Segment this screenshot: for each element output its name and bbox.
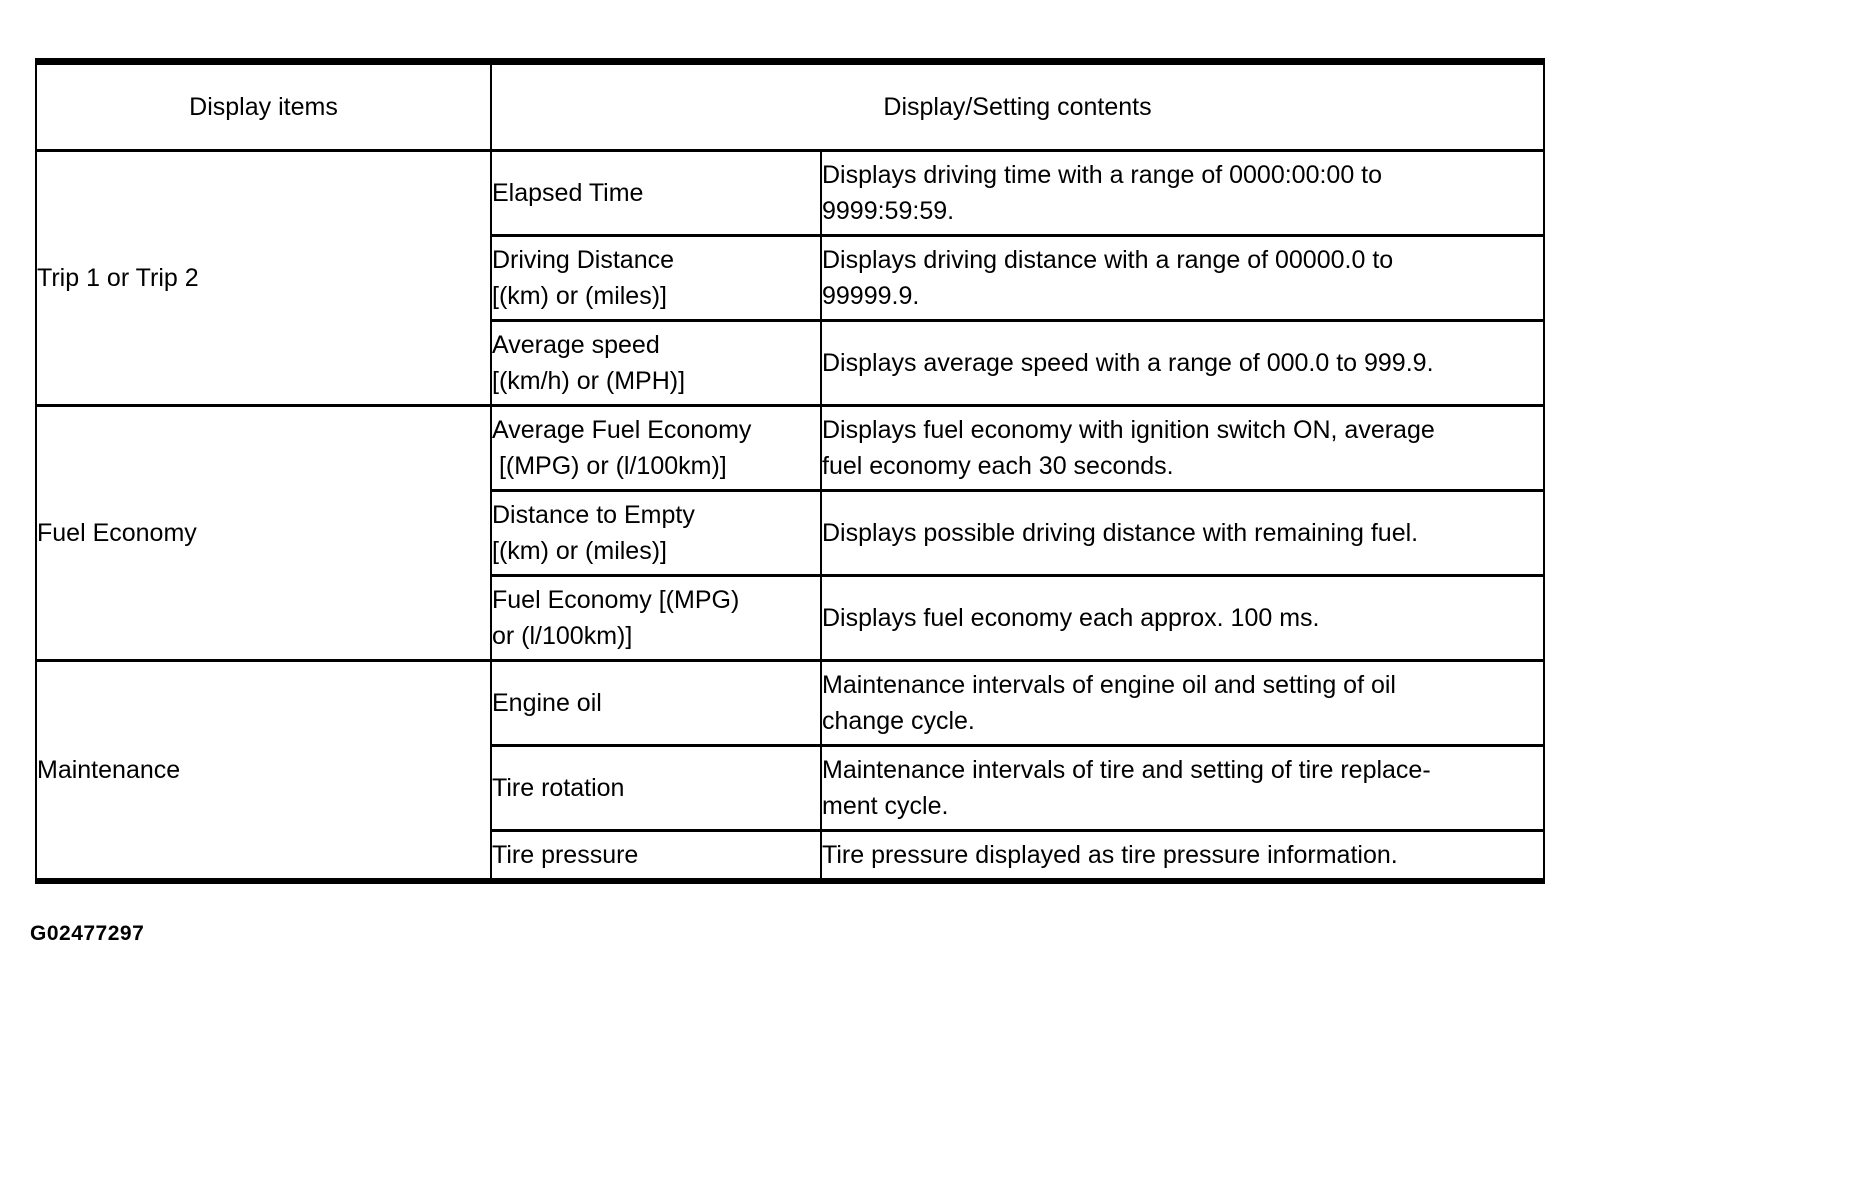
desc-tire-rotation: Maintenance intervals of tire and settin… <box>820 744 1545 832</box>
table-row: Maintenance Engine oil Maintenance inter… <box>35 659 1545 882</box>
figure-id: G02477297 <box>30 922 145 945</box>
group-label-fuel-economy: Fuel Economy <box>35 404 492 662</box>
table-row: Tire pressure Tire pressure displayed as… <box>36 829 1545 882</box>
table-row: Trip 1 or Trip 2 Elapsed Time Displays d… <box>35 149 1545 407</box>
desc-elapsed-time: Displays driving time with a range of 00… <box>820 149 1545 237</box>
item-driving-distance: Driving Distance [(km) or (miles)] <box>490 234 822 322</box>
item-tire-pressure: Tire pressure <box>490 829 822 882</box>
desc-distance-to-empty: Displays possible driving distance with … <box>820 489 1545 577</box>
desc-tire-pressure: Tire pressure displayed as tire pressure… <box>820 829 1545 882</box>
item-average-fuel-economy: Average Fuel Economy [(MPG) or (l/100km)… <box>490 404 822 492</box>
item-average-speed: Average speed [(km/h) or (MPH)] <box>490 319 822 407</box>
desc-average-speed: Displays average speed with a range of 0… <box>820 319 1545 407</box>
desc-fuel-economy: Displays fuel economy each approx. 100 m… <box>820 574 1545 662</box>
table-row: Average speed [(km/h) or (MPH)] Displays… <box>36 319 1545 407</box>
table-row: Distance to Empty [(km) or (miles)] Disp… <box>36 489 1545 577</box>
table-header-row: Display items Display/Setting contents <box>35 60 1545 152</box>
desc-driving-distance: Displays driving distance with a range o… <box>820 234 1545 322</box>
item-tire-rotation: Tire rotation <box>490 744 822 832</box>
table-row: Tire rotation Maintenance intervals of t… <box>36 744 1545 832</box>
group-label-trip: Trip 1 or Trip 2 <box>35 149 492 407</box>
table-row: Driving Distance [(km) or (miles)] Displ… <box>36 234 1545 322</box>
item-fuel-economy: Fuel Economy [(MPG) or (l/100km)] <box>490 574 822 662</box>
display-items-table: Display items Display/Setting contents T… <box>35 58 1545 884</box>
table-row: Fuel Economy [(MPG) or (l/100km)] Displa… <box>36 574 1545 662</box>
header-display-setting-contents: Display/Setting contents <box>490 60 1545 152</box>
header-display-items: Display items <box>35 60 492 152</box>
item-distance-to-empty: Distance to Empty [(km) or (miles)] <box>490 489 822 577</box>
item-engine-oil: Engine oil <box>490 659 822 747</box>
table-row: Fuel Economy Average Fuel Economy [(MPG)… <box>35 404 1545 662</box>
item-elapsed-time: Elapsed Time <box>490 149 822 237</box>
desc-average-fuel-economy: Displays fuel economy with ignition swit… <box>820 404 1545 492</box>
desc-engine-oil: Maintenance intervals of engine oil and … <box>820 659 1545 747</box>
group-label-maintenance: Maintenance <box>35 659 492 882</box>
